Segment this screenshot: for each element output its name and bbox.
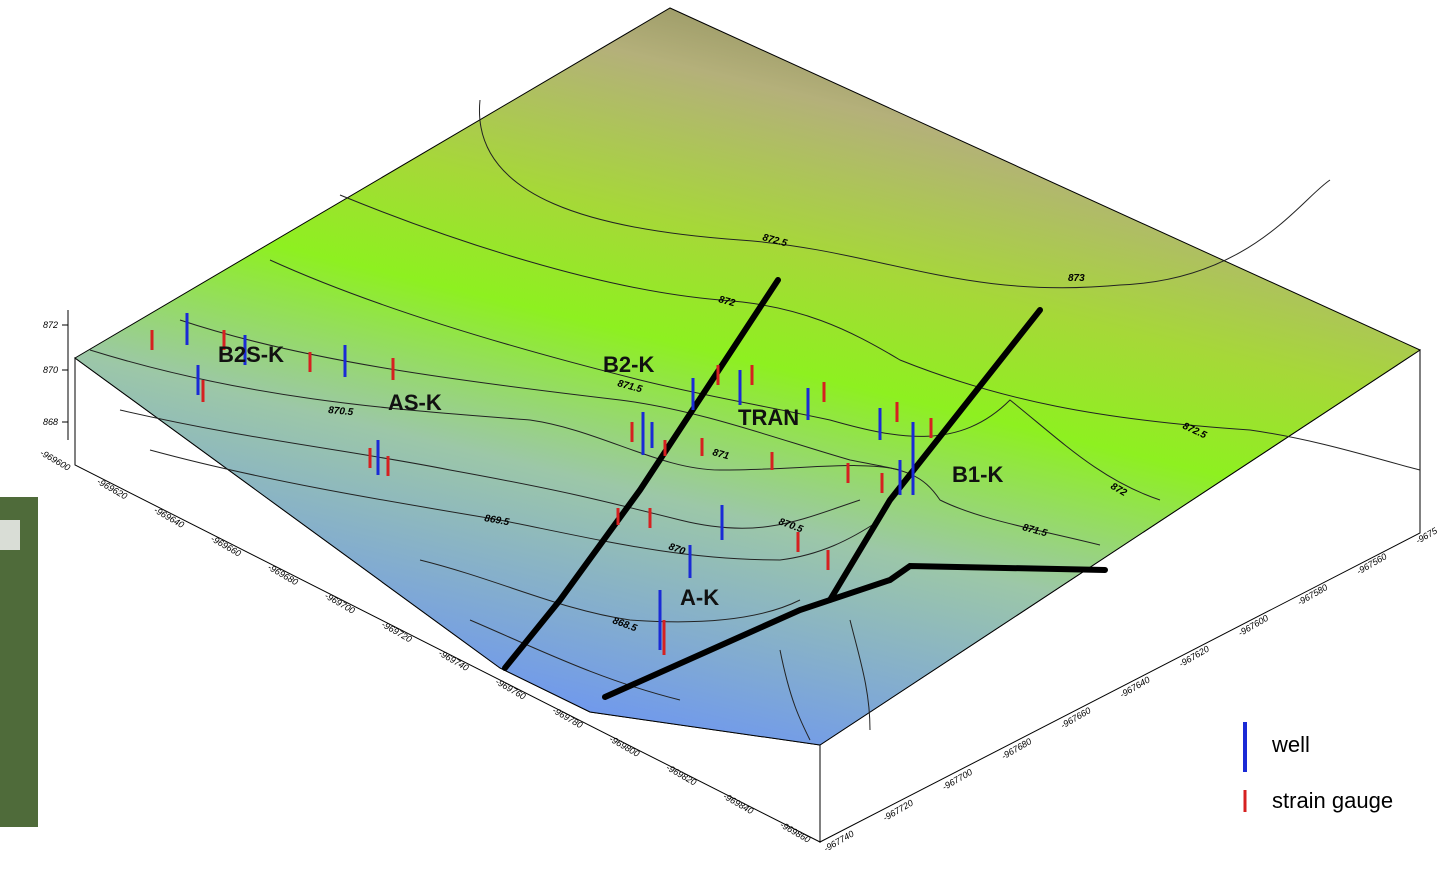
region-label: B2S-K [218,342,284,367]
contour-label: 869.5 [483,513,510,528]
surface [74,7,1422,746]
photo-detail [0,520,20,550]
y-tick-label: -969600 [38,448,72,473]
z-tick-label: 870 [43,365,58,375]
region-label: TRAN [738,405,799,430]
legend: well strain gauge [1243,722,1393,813]
region-label: AS-K [388,390,442,415]
legend-label: well [1271,732,1310,757]
contour-label: 870.5 [328,405,354,418]
region-label: A-K [680,585,719,610]
region-label: B2-K [603,352,654,377]
z-tick-label: 868 [43,417,58,427]
instruments [150,313,933,655]
region-label: B1-K [952,462,1003,487]
fault-lines [502,277,1108,700]
photo-fragment [0,497,38,827]
contour-label: 873 [1068,273,1085,284]
z-tick-label: 872 [43,320,58,330]
legend-label: strain gauge [1272,788,1393,813]
contour-label: 871 [711,447,730,462]
contour-label: 872 [717,294,736,309]
